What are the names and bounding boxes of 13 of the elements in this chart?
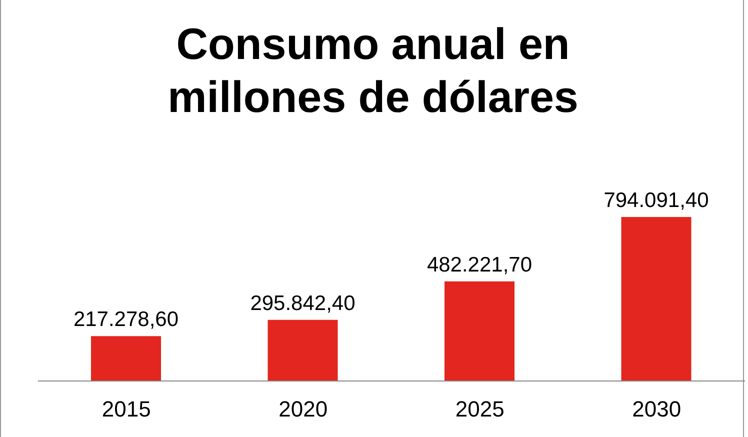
x-tick-label: 2025 — [455, 396, 504, 422]
data-label: 295.842,40 — [250, 292, 356, 315]
x-tick-label: 2030 — [632, 396, 682, 422]
data-label: 794.091,40 — [604, 189, 709, 212]
chart-title: Consumo anual en millones de dólares — [166, 19, 580, 124]
bar — [268, 320, 338, 381]
data-label: 217.278,60 — [73, 308, 179, 332]
x-tick-label: 2020 — [278, 396, 328, 422]
bar — [621, 217, 692, 381]
data-label: 482.221,70 — [426, 253, 532, 276]
bar — [91, 336, 161, 381]
x-tick-label: 2015 — [102, 396, 151, 422]
bar — [444, 281, 514, 381]
